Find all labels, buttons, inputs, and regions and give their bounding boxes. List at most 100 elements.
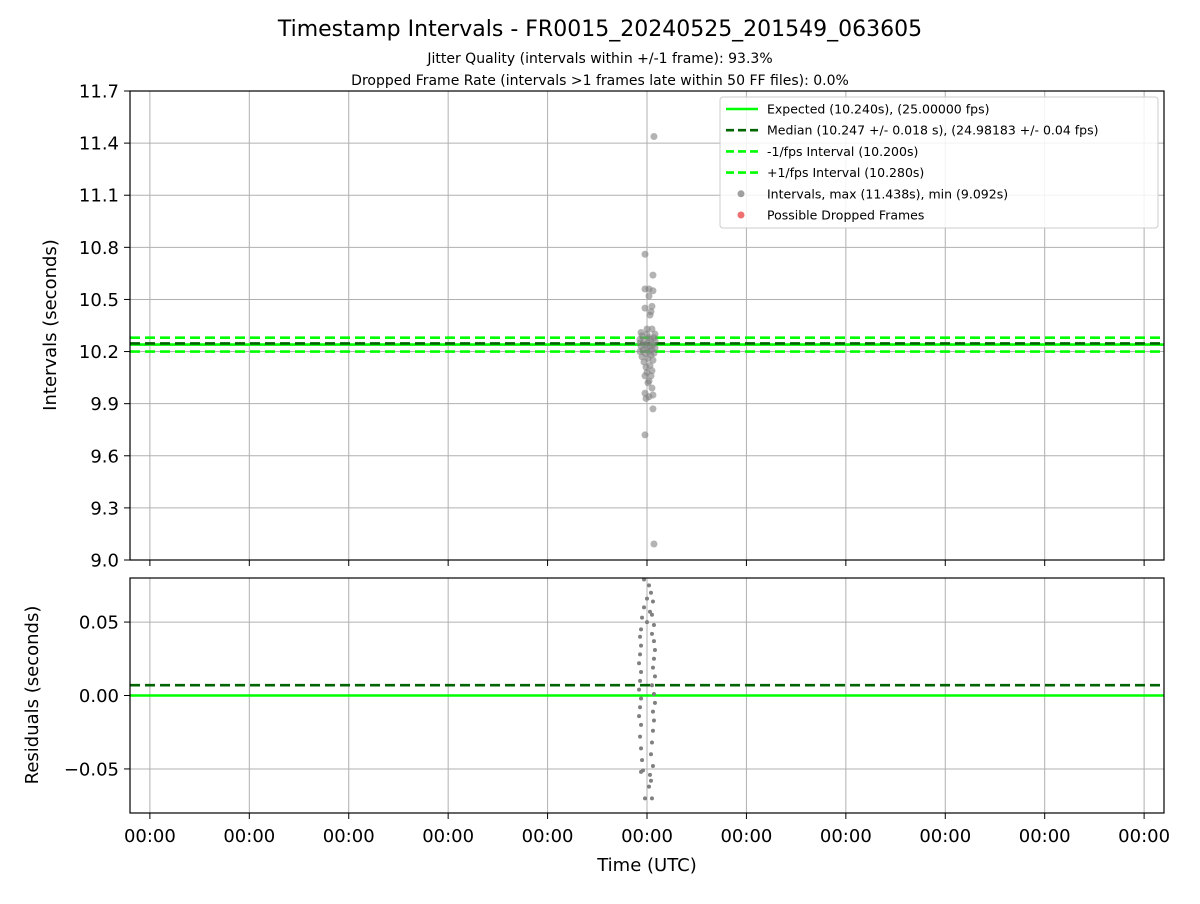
data-point <box>639 643 644 648</box>
data-point <box>648 752 653 757</box>
data-point <box>652 700 657 705</box>
data-point <box>648 778 653 783</box>
data-point <box>641 250 649 258</box>
data-point <box>645 620 649 625</box>
data-point <box>637 661 642 666</box>
data-point <box>646 311 654 319</box>
data-point <box>639 769 644 774</box>
data-point <box>640 758 645 763</box>
data-point <box>638 734 643 739</box>
residuals-panel: 00:00 00:00 00:00 00:00 00:00 00:00 00:00 00:00… <box>64 577 1170 847</box>
top-y-axis-label: Intervals (seconds) <box>40 239 61 411</box>
data-point <box>647 609 652 614</box>
data-point <box>646 583 651 588</box>
legend-entry-label: Intervals, max (11.438s), min (9.092s) <box>767 186 1008 201</box>
data-point <box>652 647 657 652</box>
x-tick-label: 00:00 <box>422 826 474 847</box>
data-point <box>651 692 656 697</box>
data-point <box>645 596 649 601</box>
data-point <box>639 746 644 751</box>
x-tick-label: 00:00 <box>820 826 872 847</box>
data-point <box>650 709 655 714</box>
data-point <box>644 379 652 387</box>
legend-box <box>719 96 1159 229</box>
y-tick-label: 0.00 <box>79 686 119 707</box>
data-point <box>638 705 643 710</box>
data-point <box>646 784 651 789</box>
x-tick-label: 00:00 <box>323 826 375 847</box>
y-tick-label: 11.4 <box>79 134 119 155</box>
y-tick-label: 0.05 <box>79 613 119 634</box>
axes-frame <box>129 577 1165 814</box>
data-point <box>638 652 643 657</box>
data-point <box>639 627 644 632</box>
y-tick-label: 11.1 <box>79 186 119 207</box>
x-tick-label: 00:00 <box>223 826 275 847</box>
data-point <box>649 740 654 745</box>
y-tick-label: 9.3 <box>90 498 119 519</box>
legend-swatch-dot <box>737 190 745 198</box>
data-point <box>649 271 657 279</box>
data-point <box>642 394 650 402</box>
data-point <box>650 599 655 604</box>
data-point <box>638 634 643 639</box>
x-tick-label: 00:00 <box>621 826 673 847</box>
legend-entry-label: Possible Dropped Frames <box>767 208 924 223</box>
x-tick-label: 00:00 <box>720 826 772 847</box>
x-axis-label: Time (UTC) <box>596 855 697 876</box>
data-point <box>643 325 651 333</box>
data-point <box>639 670 644 674</box>
data-point <box>639 696 644 701</box>
data-point <box>638 678 643 683</box>
data-point <box>648 590 653 595</box>
data-point <box>642 605 647 610</box>
y-tick-label: 9.6 <box>90 446 119 467</box>
data-point <box>648 384 656 392</box>
intervals-panel: 9.0 9.3 9.6 9.9 10.2 10.5 10.8 11.1 11.4 11.7 <box>79 82 1165 572</box>
data-point <box>639 722 644 727</box>
data-point <box>650 728 655 733</box>
data-point <box>649 287 657 295</box>
data-point <box>649 631 654 636</box>
data-point <box>642 363 650 371</box>
data-point <box>649 356 657 364</box>
legend: Expected (10.240s), (25.00000 fps) Median… <box>719 96 1159 229</box>
y-tick-label: 11.7 <box>79 82 119 103</box>
data-point <box>651 623 656 627</box>
data-point <box>652 674 657 679</box>
data-point <box>643 796 648 801</box>
data-point <box>641 431 649 439</box>
x-tick-label: 00:00 <box>124 826 176 847</box>
x-tick-label: 00:00 <box>522 826 574 847</box>
bottom-y-axis-label: Residuals (seconds) <box>22 606 43 785</box>
data-point <box>650 764 655 768</box>
data-point <box>651 656 656 661</box>
chart-subtitle-jitter: Jitter Quality (intervals within +/-1 fr… <box>426 51 772 67</box>
data-point <box>641 304 649 312</box>
y-tick-label: −0.05 <box>64 759 119 780</box>
data-point <box>649 796 654 801</box>
x-tick-label: 00:00 <box>1118 826 1170 847</box>
legend-entry-label: Median (10.247 +/- 0.018 s), (24.98183 +… <box>767 123 1098 138</box>
x-tick-label: 00:00 <box>1019 826 1071 847</box>
data-point <box>648 302 656 310</box>
data-point <box>640 615 645 620</box>
axes-frame <box>129 90 1165 561</box>
legend-entry-label: Expected (10.240s), (25.00000 fps) <box>767 102 989 117</box>
data-point <box>650 665 655 670</box>
data-point <box>645 292 653 300</box>
data-point <box>650 133 658 141</box>
x-tick-label: 00:00 <box>919 826 971 847</box>
data-point <box>637 714 642 719</box>
chart-subtitle-dropped: Dropped Frame Rate (intervals >1 frames … <box>351 73 849 89</box>
data-point <box>641 372 649 380</box>
data-point <box>647 772 652 777</box>
legend-entry-label: -1/fps Interval (10.200s) <box>767 144 918 159</box>
y-tick-label: 9.0 <box>90 551 119 572</box>
data-point <box>651 718 656 723</box>
data-point <box>651 639 656 644</box>
data-point <box>637 687 642 692</box>
y-tick-label: 10.2 <box>79 342 119 363</box>
data-point <box>649 683 654 688</box>
